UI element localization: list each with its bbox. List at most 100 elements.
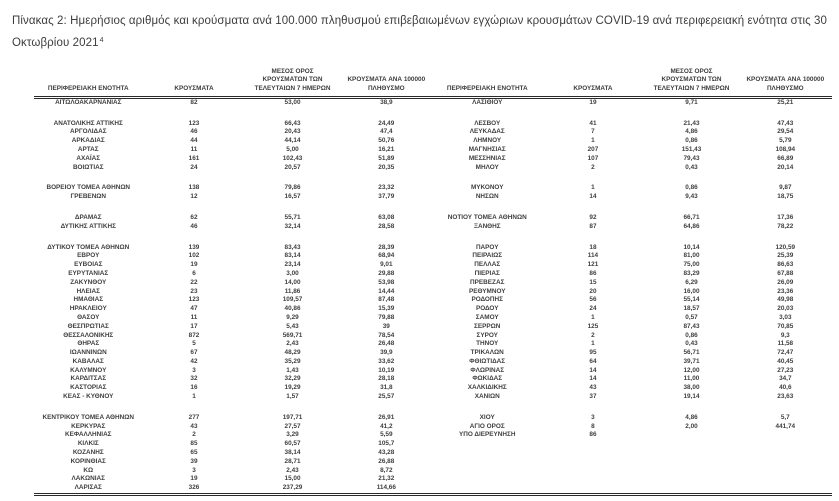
cell-right-region: ΧΑΛΚΙΔΙΚΗΣ bbox=[467, 384, 507, 392]
cell-right-cases: 8 bbox=[591, 422, 595, 430]
cell-left-region: ΘΕΣΣΑΛΟΝΙΚΗΣ bbox=[63, 331, 114, 339]
cell-right-cases: 14 bbox=[589, 375, 597, 383]
cell-left-avg-7day: 5,43 bbox=[286, 322, 299, 330]
cell-left-per-100k: 79,88 bbox=[378, 313, 395, 321]
cell-left-cases: 85 bbox=[190, 440, 198, 448]
cell-left-region: ΑΡΚΑΔΙΑΣ bbox=[71, 137, 105, 145]
cell-left-avg-7day: 19,29 bbox=[284, 384, 301, 392]
cell-right-avg-7day: 55,14 bbox=[683, 296, 700, 304]
cell-right-region: ΦΛΩΡΙΝΑΣ bbox=[470, 366, 505, 374]
cell-right-avg-7day: 16,00 bbox=[683, 287, 700, 295]
cell-left-region bbox=[34, 402, 143, 414]
covid-regional-table: ΠΕΡΙΦΕΡΕΙΑΚΗ ΕΝΟΤΗΤΑ ΚΡΟΥΣΜΑΤΑ ΜΕΣΟΣ ΟΡΟ… bbox=[34, 67, 832, 497]
table-row: ΚΟΡΙΝΘΙΑΣ 39 28,71 26,88 bbox=[34, 458, 832, 467]
table-row: ΗΜΑΘΙΑΣ 123 109,57 87,48 ΡΟΔΟΠΗΣ 56 55,14 49,98 bbox=[34, 296, 832, 305]
cell-left-cases: 16 bbox=[190, 384, 198, 392]
cell-left-per-100k: 24,49 bbox=[378, 119, 395, 127]
cell-left-cases: 47 bbox=[190, 305, 198, 313]
cell-right-per-100k: 40,45 bbox=[777, 357, 794, 365]
cell-left-cases: 11 bbox=[190, 313, 198, 321]
cell-left-cases: 46 bbox=[190, 128, 198, 136]
cell-left-per-100k: 28,18 bbox=[378, 375, 395, 383]
cell-right-cases: 86 bbox=[589, 269, 597, 277]
cell-left-avg-7day: 83,14 bbox=[284, 252, 301, 260]
cell-right-cases: 41 bbox=[589, 119, 597, 127]
cell-left-cases: 17 bbox=[190, 322, 198, 330]
cell-left-per-100k: 15,39 bbox=[378, 305, 395, 313]
cell-right-cases bbox=[541, 402, 644, 414]
table-row: ΛΑΚΩΝΙΑΣ 19 15,00 21,32 bbox=[34, 475, 832, 484]
cell-right-per-100k bbox=[739, 172, 832, 184]
cell-left-per-100k: 33,62 bbox=[378, 357, 395, 365]
cell-right-cases: 114 bbox=[587, 252, 599, 260]
cell-left-avg-7day: 11,86 bbox=[284, 287, 301, 295]
header-per100k-right: ΚΡΟΥΣΜΑΤΑ ΑΝΑ 100000 ΠΛΗΘΥΣΜΟ bbox=[738, 67, 832, 99]
cell-left-region: ΙΩΑΝΝΙΝΩΝ bbox=[69, 349, 107, 357]
cell-right-cases: 125 bbox=[587, 322, 599, 330]
cell-right-per-100k: 29,54 bbox=[777, 128, 794, 136]
cell-right-avg-7day bbox=[644, 108, 738, 120]
cell-left-region: ΕΥΒΟΙΑΣ bbox=[74, 261, 103, 269]
cell-left-cases: 42 bbox=[190, 357, 198, 365]
cell-right-region: ΠΡΕΒΕΖΑΣ bbox=[470, 278, 505, 286]
cell-right-per-100k: 108,94 bbox=[775, 145, 796, 153]
cell-left-avg-7day: 569,71 bbox=[282, 331, 303, 339]
cell-right-avg-7day: 18,57 bbox=[683, 305, 700, 313]
cell-right-per-100k: 47,43 bbox=[777, 119, 794, 127]
cell-left-per-100k: 23,32 bbox=[378, 184, 395, 192]
cell-right-avg-7day: 87,43 bbox=[683, 322, 700, 330]
cell-right-per-100k: 70,85 bbox=[777, 322, 794, 330]
cell-right-per-100k: 20,14 bbox=[777, 163, 794, 171]
cell-left-region: ΚΟΖΑΝΗΣ bbox=[72, 449, 104, 457]
cell-left-region: ΚΕΝΤΡΙΚΟΥ ΤΟΜΕΑ ΑΘΗΝΩΝ bbox=[42, 413, 134, 421]
header-cases-left: ΚΡΟΥΣΜΑΤΑ bbox=[142, 67, 246, 99]
cell-left-per-100k: 20,35 bbox=[378, 163, 395, 171]
cell-left-region: ΗΛΕΙΑΣ bbox=[76, 287, 100, 295]
cell-left-cases: 123 bbox=[188, 119, 200, 127]
cell-right-region: ΧΑΝΙΩΝ bbox=[474, 393, 500, 401]
cell-left-per-100k: 28,58 bbox=[378, 222, 395, 230]
spacer-row bbox=[34, 402, 832, 414]
cell-right-region bbox=[433, 108, 542, 120]
cell-left-avg-7day: 197,71 bbox=[282, 413, 303, 421]
cell-right-avg-7day: 6,29 bbox=[685, 278, 698, 286]
cell-right-per-100k: 3,03 bbox=[779, 313, 792, 321]
cell-left-avg-7day: 9,29 bbox=[286, 313, 299, 321]
table-row: ΚΟΖΑΝΗΣ 65 38,14 43,28 bbox=[34, 449, 832, 458]
cell-right-per-100k: 18,75 bbox=[777, 193, 794, 201]
spacer-row bbox=[34, 172, 832, 184]
table-row: ΔΥΤΙΚΗΣ ΑΤΤΙΚΗΣ 46 32,14 28,58 ΞΑΝΘΗΣ 87 64,86… bbox=[34, 223, 832, 232]
cell-right-avg-7day: 11,00 bbox=[683, 375, 700, 383]
cell-right-per-100k: 9,87 bbox=[779, 184, 792, 192]
cell-right-cases: 95 bbox=[589, 349, 597, 357]
table-header: ΠΕΡΙΦΕΡΕΙΑΚΗ ΕΝΟΤΗΤΑ ΚΡΟΥΣΜΑΤΑ ΜΕΣΟΣ ΟΡΟ… bbox=[34, 67, 832, 99]
table-row: ΙΩΑΝΝΙΝΩΝ 67 48,29 39,9 ΤΡΙΚΑΛΩΝ 95 56,71 72,47 bbox=[34, 349, 832, 358]
cell-left-per-100k bbox=[340, 108, 433, 120]
cell-right-region: ΠΙΕΡΙΑΣ bbox=[474, 269, 500, 277]
cell-left-region: ΚΑΡΔΙΤΣΑΣ bbox=[70, 375, 107, 383]
cell-left-cases: 2 bbox=[192, 431, 196, 439]
cell-right-region: ΞΑΝΘΗΣ bbox=[473, 222, 501, 230]
cell-right-cases: 107 bbox=[587, 154, 599, 162]
cell-right-region bbox=[433, 232, 542, 244]
cell-right-cases bbox=[541, 172, 644, 184]
table-row: ΚΕΝΤΡΙΚΟΥ ΤΟΜΕΑ ΑΘΗΝΩΝ 277 197,71 26,91 ΧΙΟΥ… bbox=[34, 414, 832, 423]
cell-left-region: ΖΑΚΥΝΘΟΥ bbox=[70, 278, 107, 286]
cell-right-cases: 20 bbox=[589, 287, 597, 295]
cell-right-avg-7day: 0,43 bbox=[685, 340, 698, 348]
cell-right-region: ΧΙΟΥ bbox=[479, 413, 495, 421]
cell-right-per-100k bbox=[739, 402, 832, 414]
cell-right-region: ΤΗΝΟΥ bbox=[476, 340, 499, 348]
cell-left-per-100k: 21,32 bbox=[378, 475, 395, 483]
cell-left-region: ΘΕΣΠΡΩΤΙΑΣ bbox=[67, 322, 109, 330]
header-row: ΠΕΡΙΦΕΡΕΙΑΚΗ ΕΝΟΤΗΤΑ ΚΡΟΥΣΜΑΤΑ ΜΕΣΟΣ ΟΡΟ… bbox=[34, 67, 832, 99]
cell-left-cases: 32 bbox=[190, 375, 198, 383]
cell-right-region: ΡΟΔΟΠΗΣ bbox=[471, 296, 503, 304]
table-row: ΚΑΡΔΙΤΣΑΣ 32 32,29 28,18 ΦΩΚΙΔΑΣ 14 11,00 34,7 bbox=[34, 375, 832, 384]
cell-left-avg-7day: 66,43 bbox=[284, 119, 301, 127]
cell-right-per-100k: 27,23 bbox=[777, 366, 794, 374]
cell-right-cases: 92 bbox=[589, 213, 597, 221]
cell-left-per-100k: 37,79 bbox=[378, 193, 395, 201]
cell-right-region bbox=[433, 202, 542, 214]
